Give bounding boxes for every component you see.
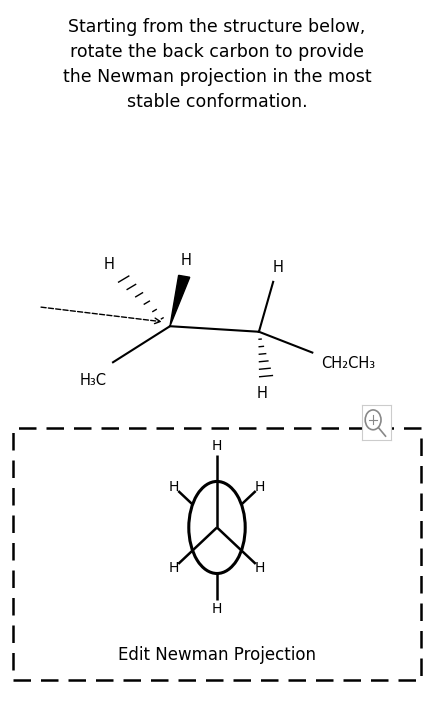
Text: H: H [181, 253, 191, 268]
Bar [13, 428, 421, 680]
Text: CH₂CH₃: CH₂CH₃ [321, 356, 375, 371]
Text: H: H [168, 561, 179, 575]
Polygon shape [170, 275, 190, 326]
Text: Edit Newman Projection: Edit Newman Projection [118, 646, 316, 664]
Text: H: H [104, 257, 115, 272]
Text: H: H [255, 561, 266, 575]
Text: H: H [273, 260, 284, 275]
Text: H: H [257, 386, 268, 401]
Text: H: H [168, 480, 179, 493]
Text: H: H [255, 480, 266, 493]
Text: H: H [212, 439, 222, 453]
Text: H₃C: H₃C [80, 373, 107, 389]
Text: Starting from the structure below,
rotate the back carbon to provide
the Newman : Starting from the structure below, rotat… [62, 18, 372, 110]
Text: H: H [212, 602, 222, 616]
